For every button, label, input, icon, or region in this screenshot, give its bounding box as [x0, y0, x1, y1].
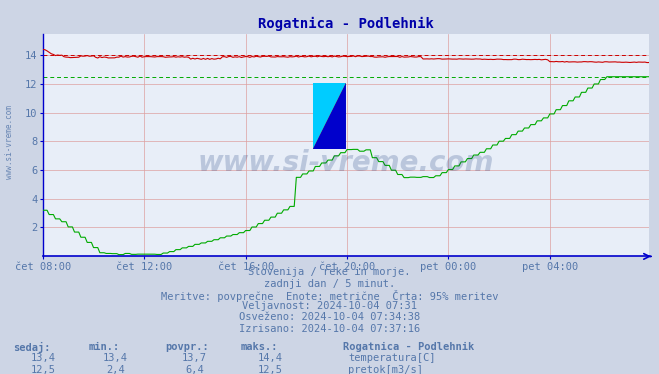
Text: Rogatnica - Podlehnik: Rogatnica - Podlehnik [343, 342, 474, 352]
Text: 13,4: 13,4 [30, 353, 55, 364]
Text: Veljavnost: 2024-10-04 07:31: Veljavnost: 2024-10-04 07:31 [242, 301, 417, 311]
Text: www.si-vreme.com: www.si-vreme.com [198, 149, 494, 177]
Text: 14,4: 14,4 [258, 353, 283, 364]
Text: Slovenija / reke in morje.: Slovenija / reke in morje. [248, 267, 411, 278]
Text: temperatura[C]: temperatura[C] [348, 353, 436, 364]
Text: 12,5: 12,5 [258, 365, 283, 374]
Text: 13,4: 13,4 [103, 353, 128, 364]
Text: pretok[m3/s]: pretok[m3/s] [348, 365, 423, 374]
Text: maks.:: maks.: [241, 342, 278, 352]
Text: 12,5: 12,5 [30, 365, 55, 374]
Text: 6,4: 6,4 [185, 365, 204, 374]
Text: zadnji dan / 5 minut.: zadnji dan / 5 minut. [264, 279, 395, 289]
Text: Meritve: povprečne  Enote: metrične  Črta: 95% meritev: Meritve: povprečne Enote: metrične Črta:… [161, 290, 498, 302]
Text: povpr.:: povpr.: [165, 342, 208, 352]
Text: Osveženo: 2024-10-04 07:34:38: Osveženo: 2024-10-04 07:34:38 [239, 312, 420, 322]
Text: min.:: min.: [89, 342, 120, 352]
Text: 2,4: 2,4 [106, 365, 125, 374]
Title: Rogatnica - Podlehnik: Rogatnica - Podlehnik [258, 17, 434, 31]
Text: Izrisano: 2024-10-04 07:37:16: Izrisano: 2024-10-04 07:37:16 [239, 324, 420, 334]
Text: www.si-vreme.com: www.si-vreme.com [5, 105, 14, 179]
Text: 13,7: 13,7 [182, 353, 207, 364]
Text: sedaj:: sedaj: [13, 342, 51, 353]
